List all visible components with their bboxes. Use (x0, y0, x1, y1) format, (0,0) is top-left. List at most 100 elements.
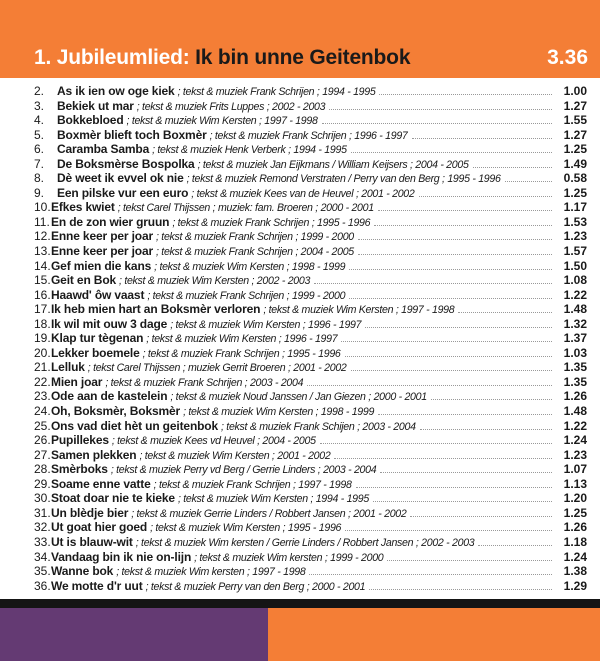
track-duration: 1.23 (563, 447, 587, 462)
track-credits: ; tekst & muziek Remond Verstraten / Per… (186, 173, 501, 186)
track-credits: ; tekst & muziek Frank Schrijen ; 2003 -… (105, 376, 304, 389)
track-number: 12. (34, 229, 51, 244)
track-credits: ; tekst & muziek Frank Schrijen ; 1995 -… (172, 216, 371, 229)
track-title: Haawd' ôw vaast (51, 287, 145, 302)
track-credits: ; tekst & muziek Wim Kersten ; 1996 - 19… (170, 318, 362, 331)
track-row: 15. Geit en Bok; tekst & muziek Wim Kerst… (0, 273, 600, 288)
track-info: Pupillekes; tekst & muziek Kees vd Heuve… (51, 433, 556, 449)
track-row: 14. Gef mien die kans; tekst & muziek Wim… (0, 259, 600, 274)
header-banner: 1. Jubileumlied: Ik bin unne Geitenbok 3… (0, 0, 600, 78)
dot-leader (504, 172, 552, 183)
track-row: 30. Stoat doar nie te kieke; tekst & muzi… (0, 491, 600, 506)
dot-leader (329, 100, 552, 110)
track-title: Efkes kwiet (51, 200, 115, 215)
track-credits: ; tekst & muziek Wim Kersten ; 2001 - 20… (139, 449, 331, 462)
track-number: 3. (34, 98, 45, 113)
track-title: Caramba Samba (57, 142, 150, 157)
track-info: Bekiek ut mar; tekst & muziek Frits Lupp… (57, 99, 556, 115)
track-title: We motte d'r uut (51, 578, 143, 593)
dot-leader (321, 114, 552, 125)
dot-leader (378, 405, 552, 416)
track-info: Smèrboks; tekst & muziek Perry vd Berg /… (51, 462, 556, 478)
track-info: Klap tur tègenan; tekst & muziek Wim Ker… (51, 331, 556, 347)
track-duration: 1.24 (563, 549, 587, 564)
track-credits: ; tekst & muziek Perry van den Berg ; 20… (145, 580, 366, 593)
track-info: Ik wil mit ouw 3 dage; tekst & muziek Wi… (51, 317, 556, 333)
track-duration: 1.49 (563, 156, 587, 171)
dot-leader (344, 347, 552, 357)
track-title: Ons vad diet hèt un geitenbok (51, 418, 219, 433)
track-number: 11. (34, 214, 50, 229)
dot-leader (380, 463, 552, 474)
track-title: Wanne bok (51, 564, 114, 579)
track-credits: ; tekst Carel Thijssen ; muziek: fam. Br… (117, 202, 374, 215)
track-number: 13. (34, 244, 51, 259)
track-credits: ; tekst & muziek Jan Eijkmans / William … (197, 158, 469, 171)
track-credits: ; tekst & muziek Frank Schrijen ; 1996 -… (209, 129, 408, 142)
track-number: 7. (34, 156, 45, 171)
dot-leader (387, 551, 552, 561)
track-title: Oh, Boksmèr, Boksmèr (51, 404, 181, 419)
track-duration: 1.03 (563, 345, 587, 360)
track-row: 12. Enne keer per joar; tekst & muziek Fr… (0, 229, 600, 244)
track-title: De Boksmèrse Bospolka (57, 156, 195, 171)
track-title: Smèrboks (51, 462, 108, 477)
track-duration: 1.37 (563, 331, 587, 346)
track-title: Soame enne vatte (51, 476, 151, 491)
track-row: 27. Samen plekken; tekst & muziek Wim Ker… (0, 448, 600, 463)
track-credits: ; tekst & muziek Wim kersten ; 1997 - 19… (116, 566, 306, 579)
track-row: 9. Een pilske vur een euro; tekst & muzie… (0, 186, 600, 201)
track-credits: ; tekst & muziek Wim kersten ; 1999 - 20… (194, 551, 384, 564)
track-1-duration: 3.36 (547, 46, 588, 69)
track-duration: 1.23 (563, 229, 587, 244)
track-duration: 1.48 (563, 302, 587, 317)
track-number: 29. (34, 476, 51, 491)
track-credits: ; tekst & muziek Frits Luppes ; 2002 - 2… (136, 100, 326, 113)
dot-leader (472, 158, 552, 168)
dot-leader (419, 420, 552, 430)
track-number: 22. (34, 374, 51, 389)
track-title: Ut is blauw-wit (51, 534, 133, 549)
track-row: 7. De Boksmèrse Bospolka; tekst & muziek … (0, 157, 600, 172)
track-info: Oh, Boksmèr, Boksmèr; tekst & muziek Wim… (51, 404, 556, 420)
track-row: 4. Bokkebloed; tekst & muziek Wim Kersten… (0, 113, 600, 128)
track-title: Ut goat hier goed (51, 520, 148, 535)
track-row: 19. Klap tur tègenan; tekst & muziek Wim … (0, 331, 600, 346)
track-info: Bokkebloed; tekst & muziek Wim Kersten ;… (57, 113, 556, 129)
track-credits: ; tekst & muziek Wim Kersten ; 1997 - 19… (263, 304, 455, 317)
track-duration: 1.24 (563, 433, 587, 448)
dot-leader (430, 390, 552, 401)
track-number: 34. (34, 549, 51, 564)
track-1-name: Ik bin unne Geitenbok (195, 46, 411, 69)
track-row: 33. Ut is blauw-wit; tekst & muziek Wim k… (0, 535, 600, 550)
track-info: Lekker boemele; tekst & muziek Frank Sch… (51, 346, 556, 362)
track-number: 30. (34, 491, 51, 506)
track-number: 36. (34, 578, 51, 593)
track-title: Een pilske vur een euro (57, 185, 189, 200)
track-title: Enne keer per joar (51, 229, 154, 244)
track-number: 23. (34, 389, 51, 404)
track-title: Stoat doar nie te kieke (51, 491, 175, 506)
dot-leader (341, 332, 552, 343)
track-row: 10. Efkes kwiet; tekst Carel Thijssen ; m… (0, 200, 600, 215)
track-number: 5. (34, 127, 45, 142)
track-1-title: 1. Jubileumlied: Ik bin unne Geitenbok (34, 46, 410, 70)
track-number: 14. (34, 258, 51, 273)
track-number: 16. (34, 287, 51, 302)
track-duration: 1.07 (563, 462, 587, 477)
track-number: 2. (34, 84, 45, 98)
dot-leader (418, 187, 552, 197)
orange-block (268, 608, 600, 661)
track-info: Enne keer per joar; tekst & muziek Frank… (51, 244, 556, 260)
track-duration: 1.22 (563, 418, 587, 433)
track-number: 8. (34, 171, 45, 186)
track-number: 20. (34, 345, 51, 360)
track-row: 16. Haawd' ôw vaast; tekst & muziek Frank… (0, 288, 600, 303)
track-number: 27. (34, 447, 51, 462)
dot-leader (478, 536, 552, 546)
track-number: 31. (34, 505, 51, 520)
track-info: Mien joar; tekst & muziek Frank Schrijen… (51, 375, 556, 391)
track-number: 18. (34, 316, 51, 331)
track-title: Samen plekken (51, 447, 137, 462)
track-info: Dè weet ik evvel ok nie; tekst & muziek … (57, 171, 556, 187)
